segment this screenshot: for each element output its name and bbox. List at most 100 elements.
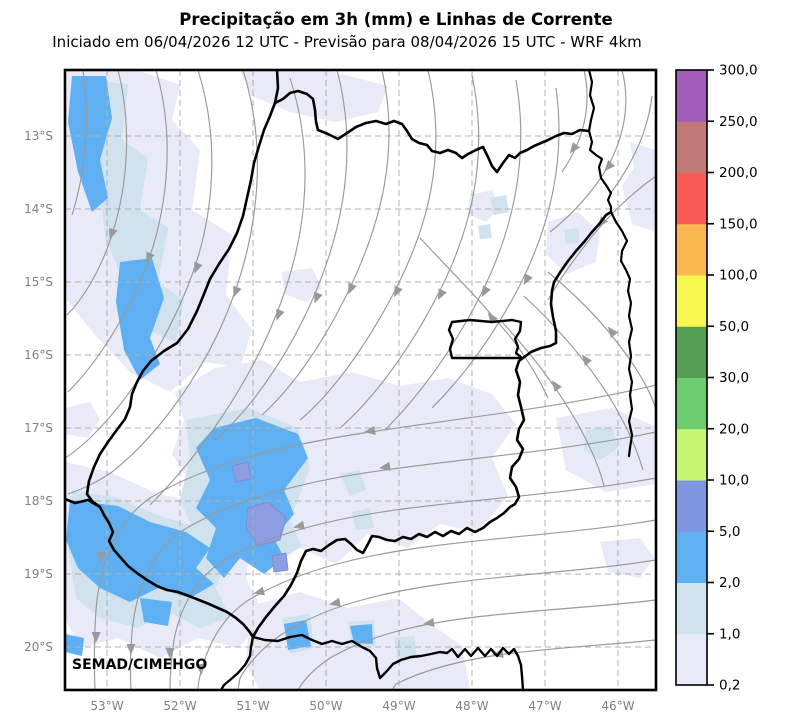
colorbar-tick-label: 30,0 — [719, 370, 749, 386]
precip-blob — [564, 228, 580, 244]
colorbar-tick-label: 250,0 — [719, 114, 758, 130]
colorbar-segment — [676, 531, 707, 583]
latitude-tick-label: 15°S — [24, 275, 53, 289]
precip-blob — [352, 508, 374, 530]
precip-blob — [340, 470, 366, 496]
precip-level-blue — [65, 76, 373, 656]
colorbar-tick-label: 300,0 — [719, 63, 758, 79]
colorbar-segment — [676, 70, 707, 122]
federal-district-boundary — [447, 318, 524, 360]
page-subtitle: Iniciado em 06/04/2026 12 UTC - Previsão… — [52, 33, 642, 51]
colorbar-segment — [676, 326, 707, 378]
flow-arrow-icon — [581, 354, 593, 366]
precip-blob — [65, 402, 100, 438]
colorbar-segment — [676, 275, 707, 327]
flow-arrow-icon — [91, 631, 101, 643]
flow-arrow-icon — [314, 291, 323, 304]
river-east-boundary — [251, 633, 525, 690]
colorbar-segment — [676, 223, 707, 276]
flow-arrow-icon — [233, 285, 242, 298]
latitude-tick-label: 14°S — [24, 202, 53, 216]
colorbar-tick-label: 150,0 — [719, 216, 758, 232]
map-frame — [63, 68, 658, 692]
flow-arrow-icon — [394, 285, 403, 298]
colorbar-segment — [676, 428, 707, 481]
colorbar-segment — [676, 121, 707, 173]
precip-blob — [271, 552, 289, 573]
colorbar-segment — [676, 480, 707, 532]
west-stub-boundary — [65, 497, 102, 509]
streamline-arrows-layer — [91, 142, 619, 675]
precip-blob — [584, 426, 618, 460]
flow-arrow-icon — [379, 461, 391, 471]
colorbar-segment — [676, 172, 707, 225]
precip-blob — [65, 634, 84, 656]
streamline — [339, 74, 480, 429]
flow-arrow-icon — [523, 273, 533, 286]
streamline — [299, 70, 437, 421]
streamline — [93, 384, 656, 690]
streamline — [237, 559, 656, 690]
precip-blob — [350, 624, 373, 644]
flow-arrow-icon — [569, 142, 581, 154]
flow-arrow-icon — [437, 288, 447, 301]
precip-blob — [116, 258, 164, 380]
longitude-tick-label: 53°W — [90, 699, 123, 713]
precipitation-layer — [65, 71, 655, 690]
streamline — [431, 87, 560, 409]
streamline — [197, 519, 656, 690]
colorbar-tick-label: 50,0 — [719, 319, 749, 335]
flow-arrow-icon — [348, 282, 357, 295]
state-main-boundary — [85, 70, 613, 639]
colorbar: 0,2 1,0 2,0 5,0 10,0 20,0 30,0 50,0 100,0 150,0 20… — [675, 63, 758, 694]
precip-blob — [478, 224, 492, 239]
streamline — [384, 79, 522, 431]
streamline — [547, 175, 656, 301]
latitude-tick-label: 18°S — [24, 494, 53, 508]
flow-arrow-icon — [276, 308, 285, 321]
precip-blob — [490, 195, 509, 215]
streamline — [419, 237, 549, 399]
precip-blob — [84, 80, 184, 342]
longitude-tick-label: 50°W — [309, 699, 342, 713]
longitude-tick-label: 46°W — [601, 699, 634, 713]
boundaries-layer — [65, 70, 634, 690]
longitude-tick-label: 47°W — [528, 699, 561, 713]
latitude-tick-label: 13°S — [24, 129, 53, 143]
streamline — [169, 477, 656, 690]
flow-arrow-icon — [329, 597, 341, 607]
streamline — [67, 70, 258, 495]
flow-arrow-icon — [607, 326, 619, 338]
precip-blob — [68, 76, 112, 212]
colorbar-tick-label: 0,2 — [719, 678, 740, 694]
longitude-tick-label: 49°W — [382, 699, 415, 713]
flow-arrow-icon — [293, 520, 305, 530]
northeast-line-boundary — [587, 70, 634, 458]
flow-arrow-icon — [126, 644, 136, 655]
precip-level-periwinkle — [231, 461, 289, 573]
streamline — [129, 431, 656, 690]
precip-blob — [600, 538, 654, 578]
longitude-tick-label: 52°W — [163, 699, 196, 713]
longitude-tick-label: 48°W — [455, 699, 488, 713]
colorbar-segment — [676, 377, 707, 430]
south-branch-boundary — [219, 635, 255, 690]
flow-arrow-icon — [597, 216, 609, 228]
streamline — [547, 271, 656, 411]
colorbar-tick-label: 2,0 — [719, 575, 740, 591]
colorbar-tick-label: 5,0 — [719, 524, 740, 540]
streamline — [609, 95, 653, 195]
flow-arrow-icon — [551, 380, 562, 392]
colorbar-tick-label: 20,0 — [719, 421, 749, 437]
precip-blob — [394, 636, 417, 660]
flow-arrow-icon — [194, 261, 203, 274]
flow-arrow-icon — [253, 586, 265, 596]
streamline — [66, 70, 128, 316]
latitude-tick-label: 17°S — [24, 421, 53, 435]
axes-labels: 13°S 14°S 15°S 16°S 17°S 18°S 19°S 20°S 53°W 52°W… — [24, 129, 635, 713]
streamline — [65, 70, 213, 459]
latitude-tick-label: 20°S — [24, 640, 53, 654]
precip-blob — [231, 461, 252, 483]
latitude-tick-label: 16°S — [24, 348, 53, 362]
